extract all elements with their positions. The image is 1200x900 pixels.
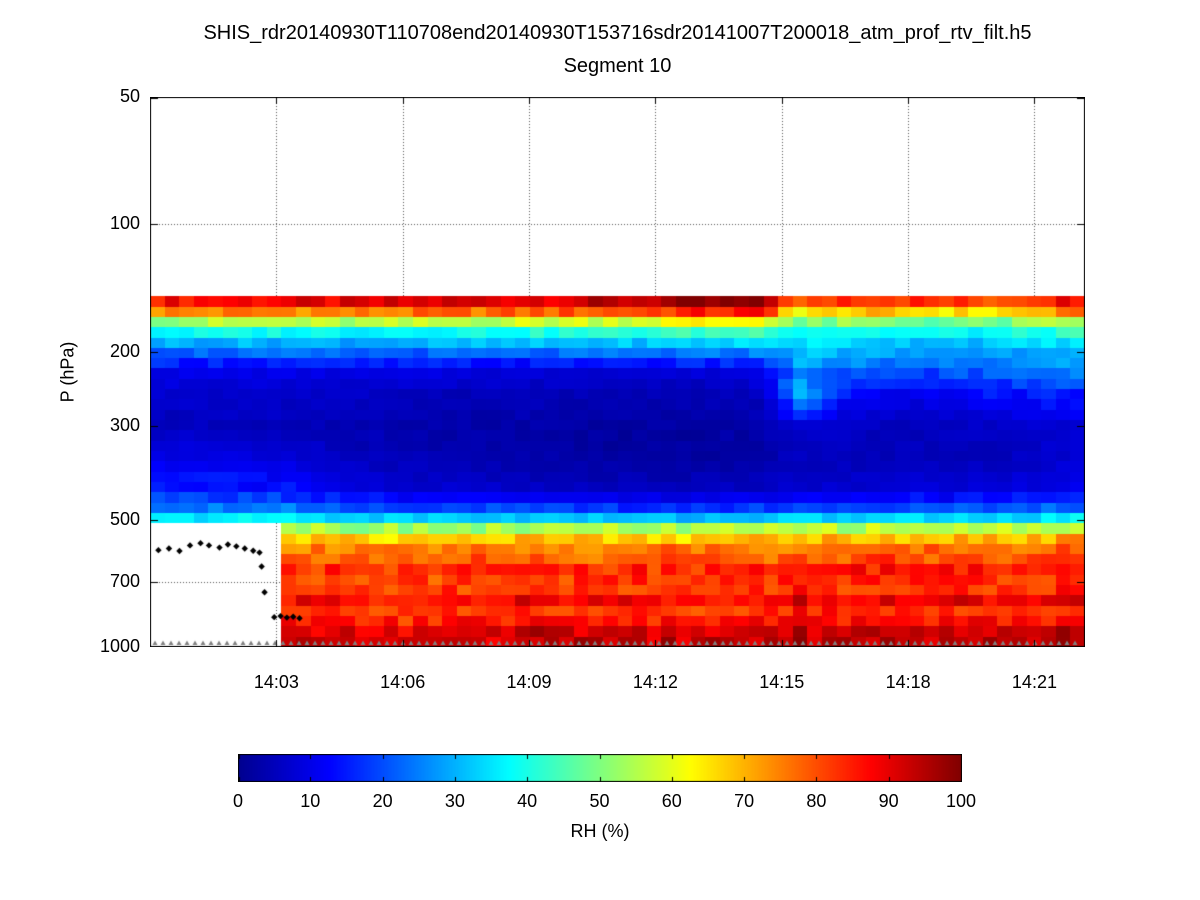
y-tick-label: 200 xyxy=(109,340,140,361)
x-tick-label: 14:06 xyxy=(380,672,426,692)
colorbar-label: RH (%) xyxy=(570,821,630,841)
x-tick-label: 14:12 xyxy=(632,672,678,692)
y-tick-label: 50 xyxy=(119,86,140,106)
figure-title: SHIS_rdr20140930T110708end20140930T15371… xyxy=(203,22,1032,44)
rh-heatmap-canvas xyxy=(150,97,1085,647)
x-tick-label: 14:09 xyxy=(506,672,552,692)
colorbar-tick-label: 90 xyxy=(878,791,899,811)
colorbar-tick-label: 20 xyxy=(372,791,393,811)
colorbar-tick-label: 40 xyxy=(517,791,538,811)
colorbar-tick-label: 30 xyxy=(444,791,465,811)
colorbar-tick-label: 10 xyxy=(300,791,321,811)
colorbar-tick-label: 50 xyxy=(589,791,610,811)
colorbar-tick-label: 70 xyxy=(734,791,755,811)
x-tick-label: 14:03 xyxy=(253,672,299,692)
heatmap-plot-area xyxy=(150,97,1085,647)
colorbar-tick-label: 60 xyxy=(661,791,682,811)
colorbar-tick-label: 80 xyxy=(806,791,827,811)
y-tick-label: 1000 xyxy=(99,636,140,656)
y-tick-label: 100 xyxy=(109,213,140,234)
colorbar xyxy=(238,754,962,782)
y-tick-label: 700 xyxy=(109,570,140,591)
y-tick-label: 500 xyxy=(109,508,140,529)
colorbar-tick-label: 0 xyxy=(232,791,243,811)
y-tick-label: 300 xyxy=(109,414,140,435)
x-tick-label: 14:21 xyxy=(1011,672,1057,692)
x-tick-label: 14:15 xyxy=(759,672,805,692)
figure-subtitle: Segment 10 xyxy=(563,55,672,77)
colorbar-tick-label: 100 xyxy=(945,791,977,811)
x-tick-label: 14:18 xyxy=(885,672,931,692)
